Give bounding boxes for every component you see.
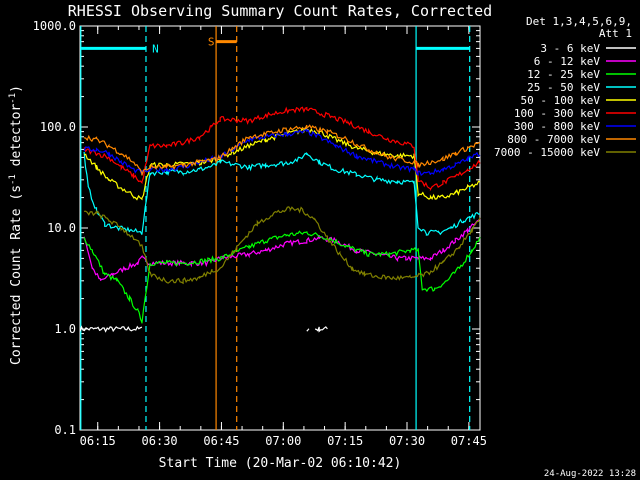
- annotations: NS: [152, 36, 214, 56]
- series-line: [79, 325, 328, 333]
- y-axis: 0.1 1.0 10.0 100.0 1000.0: [33, 19, 480, 437]
- series-line: [84, 206, 481, 285]
- y-tick-label: 1.0: [54, 322, 76, 336]
- x-tick-label: 07:30: [389, 434, 425, 448]
- y-tick-label: 100.0: [40, 120, 76, 134]
- annotation-label: S: [208, 36, 215, 49]
- legend-header: Att 1: [599, 27, 632, 40]
- series-line: [83, 106, 481, 192]
- legend-label: 12 - 25 keV: [527, 68, 600, 81]
- legend-header: Det 1,3,4,5,6,9,: [526, 15, 632, 28]
- annotation-label: N: [152, 42, 159, 55]
- legend-label: 50 - 100 keV: [521, 94, 601, 107]
- event-markers: [80, 26, 471, 430]
- x-axis-label: Start Time (20-Mar-02 06:10:42): [159, 456, 402, 471]
- series-line: [83, 126, 481, 201]
- x-tick-label: 06:45: [203, 434, 239, 448]
- x-tick-label: 07:00: [265, 434, 301, 448]
- series-lines: [79, 106, 481, 333]
- legend-label: 300 - 800 keV: [514, 120, 600, 133]
- x-tick-label: 07:45: [451, 434, 487, 448]
- y-tick-label: 10.0: [47, 221, 76, 235]
- footer-date: 24-Aug-2022 13:28: [544, 469, 636, 479]
- y-tick-label: 0.1: [54, 423, 76, 437]
- y-axis-label: Corrected Count Rate (s-1 detector-1): [8, 85, 24, 365]
- y-axis-label-part: Corrected Count Rate (s: [9, 185, 24, 365]
- x-axis: 06:15 06:30 06:45 07:00 07:15 07:30 07:45: [80, 26, 487, 448]
- legend-label: 25 - 50 keV: [527, 81, 600, 94]
- y-axis-label-part: detector: [9, 104, 24, 175]
- legend-label: 100 - 300 keV: [514, 107, 600, 120]
- x-tick-label: 06:30: [142, 434, 178, 448]
- legend-label: 3 - 6 keV: [540, 42, 600, 55]
- x-tick-label: 07:15: [327, 434, 363, 448]
- y-axis-label-sup: -1: [8, 93, 18, 104]
- y-tick-label: 1000.0: [33, 19, 76, 33]
- series-line: [83, 218, 481, 282]
- series-line: [83, 124, 481, 176]
- plot-frame: [79, 25, 481, 431]
- series-line: [83, 128, 481, 177]
- legend-label: 7000 - 15000 keV: [494, 146, 600, 159]
- legend-label: 800 - 7000 keV: [507, 133, 600, 146]
- chart-title: RHESSI Observing Summary Count Rates, Co…: [68, 2, 492, 20]
- legend-label: 6 - 12 keV: [534, 55, 601, 68]
- y-axis-label-sup: -1: [8, 174, 18, 185]
- x-tick-label: 06:15: [80, 434, 116, 448]
- series-line: [83, 230, 481, 324]
- y-axis-label-part: ): [9, 85, 24, 93]
- series-line: [83, 151, 481, 236]
